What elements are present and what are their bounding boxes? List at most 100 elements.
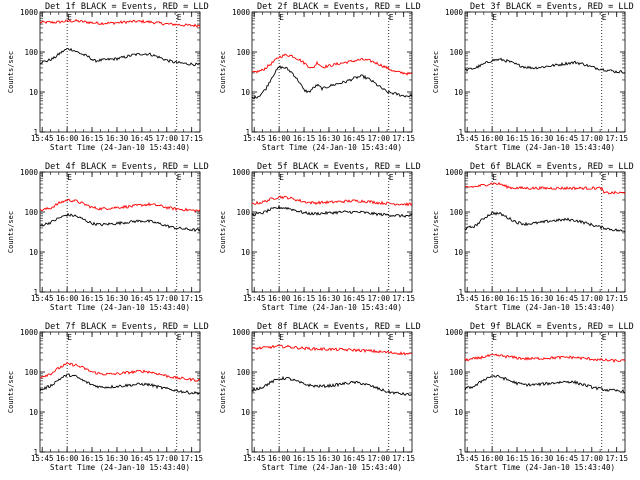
x-tick-label: 17:15 <box>180 294 203 303</box>
detector-panel-5: Det 5f BLACK = Events, RED = LLD 1 10 100 10… <box>219 162 421 312</box>
x-tick-label: 16:00 <box>56 134 79 143</box>
x-axis-label: Start Time (24-Jan-10 15:43:40) <box>50 143 190 152</box>
event-marker-label: E <box>492 173 497 182</box>
events-series-line <box>464 57 626 74</box>
x-tick-label: 17:00 <box>155 134 178 143</box>
x-tick-label: 16:30 <box>531 134 554 143</box>
plot-frame <box>251 171 413 293</box>
x-tick-label: 16:30 <box>318 134 341 143</box>
event-marker-label: E <box>389 173 394 182</box>
x-tick-label: 16:00 <box>481 454 504 463</box>
x-tick-label: 16:45 <box>343 134 366 143</box>
y-tick-label: 100 <box>236 368 250 377</box>
plot-frame <box>464 11 626 133</box>
y-axis-label: Counts/sec <box>432 211 440 253</box>
x-tick-label: 15:45 <box>456 454 479 463</box>
y-axis-label: Counts/sec <box>7 51 15 93</box>
y-tick-label: 1 <box>33 128 38 137</box>
x-tick-label: 17:15 <box>605 134 628 143</box>
event-marker-label: E <box>389 13 394 22</box>
y-tick-label: 10 <box>454 88 464 97</box>
y-tick-label: 1 <box>458 448 463 457</box>
x-tick-label: 16:45 <box>556 454 579 463</box>
y-tick-label: 100 <box>449 48 463 57</box>
x-tick-label: 17:00 <box>580 134 603 143</box>
x-tick-label: 16:30 <box>318 454 341 463</box>
panel-title: Det 7f BLACK = Events, RED = LLD <box>45 322 209 332</box>
x-tick-label: 17:00 <box>367 294 390 303</box>
plot-frame <box>464 171 626 293</box>
panel-title: Det 3f BLACK = Events, RED = LLD <box>470 2 634 12</box>
y-tick-label: 100 <box>24 48 38 57</box>
events-series-line <box>251 375 413 396</box>
detector-panel-2: Det 2f BLACK = Events, RED = LLD 1 10 100 10… <box>219 2 421 152</box>
event-marker-label: E <box>492 333 497 342</box>
panel-title: Det 9f BLACK = Events, RED = LLD <box>470 322 634 332</box>
y-tick-label: 1 <box>458 128 463 137</box>
x-tick-label: 16:15 <box>506 294 529 303</box>
event-marker-label: E <box>279 173 284 182</box>
x-tick-label: 16:00 <box>481 134 504 143</box>
event-marker-label: E <box>177 173 182 182</box>
event-marker-label: E <box>279 13 284 22</box>
lld-series-line <box>39 198 201 213</box>
panel-title: Det 6f BLACK = Events, RED = LLD <box>470 162 634 172</box>
y-tick-label: 1000 <box>445 168 464 177</box>
x-tick-label: 15:45 <box>243 134 266 143</box>
x-tick-label: 16:15 <box>506 134 529 143</box>
y-tick-label: 10 <box>241 248 251 257</box>
x-tick-label: 17:00 <box>155 294 178 303</box>
y-tick-label: 1000 <box>232 328 251 337</box>
x-tick-label: 17:15 <box>392 454 415 463</box>
y-tick-label: 10 <box>454 408 464 417</box>
y-axis-label: Counts/sec <box>7 371 15 413</box>
event-marker-label: E <box>67 333 72 342</box>
x-tick-label: 16:45 <box>131 454 154 463</box>
x-tick-label: 16:15 <box>81 134 104 143</box>
y-tick-label: 10 <box>454 248 464 257</box>
x-tick-label: 15:45 <box>456 294 479 303</box>
x-tick-label: 17:15 <box>605 294 628 303</box>
lld-series-line <box>40 362 201 382</box>
panel-title: Det 5f BLACK = Events, RED = LLD <box>257 162 421 172</box>
x-tick-label: 17:15 <box>605 454 628 463</box>
x-tick-label: 16:45 <box>343 294 366 303</box>
y-tick-label: 100 <box>236 48 250 57</box>
x-tick-label: 16:15 <box>506 454 529 463</box>
x-tick-label: 16:15 <box>81 294 104 303</box>
y-tick-label: 10 <box>241 408 251 417</box>
x-tick-label: 15:45 <box>456 134 479 143</box>
x-tick-label: 16:45 <box>131 294 154 303</box>
panel-title: Det 4f BLACK = Events, RED = LLD <box>45 162 209 172</box>
plot-frame <box>39 331 201 453</box>
y-axis-label: Counts/sec <box>432 51 440 93</box>
x-axis-label: Start Time (24-Jan-10 15:43:40) <box>475 143 615 152</box>
x-axis-label: Start Time (24-Jan-10 15:43:40) <box>262 463 402 472</box>
event-marker-label: E <box>177 333 182 342</box>
event-marker-label: E <box>67 13 72 22</box>
x-axis-label: Start Time (24-Jan-10 15:43:40) <box>475 463 615 472</box>
x-tick-label: 16:00 <box>56 294 79 303</box>
y-tick-label: 10 <box>29 248 39 257</box>
y-tick-label: 100 <box>449 208 463 217</box>
x-tick-label: 16:00 <box>268 294 291 303</box>
x-axis-label: Start Time (24-Jan-10 15:43:40) <box>50 303 190 312</box>
x-tick-label: 16:15 <box>293 134 316 143</box>
y-tick-label: 100 <box>236 208 250 217</box>
events-series-line <box>39 212 201 233</box>
x-tick-label: 16:15 <box>293 454 316 463</box>
x-axis-label: Start Time (24-Jan-10 15:43:40) <box>475 303 615 312</box>
y-axis-label: Counts/sec <box>219 211 227 253</box>
x-tick-label: 16:15 <box>293 294 316 303</box>
events-series-line <box>39 373 201 396</box>
y-tick-label: 1000 <box>445 328 464 337</box>
y-axis-label: Counts/sec <box>432 371 440 413</box>
events-series-line <box>39 47 201 67</box>
x-tick-label: 16:45 <box>556 294 579 303</box>
x-tick-label: 17:15 <box>392 134 415 143</box>
x-tick-label: 16:30 <box>318 294 341 303</box>
y-tick-label: 1 <box>245 128 250 137</box>
lld-series-line <box>251 344 413 356</box>
y-tick-label: 1 <box>458 288 463 297</box>
